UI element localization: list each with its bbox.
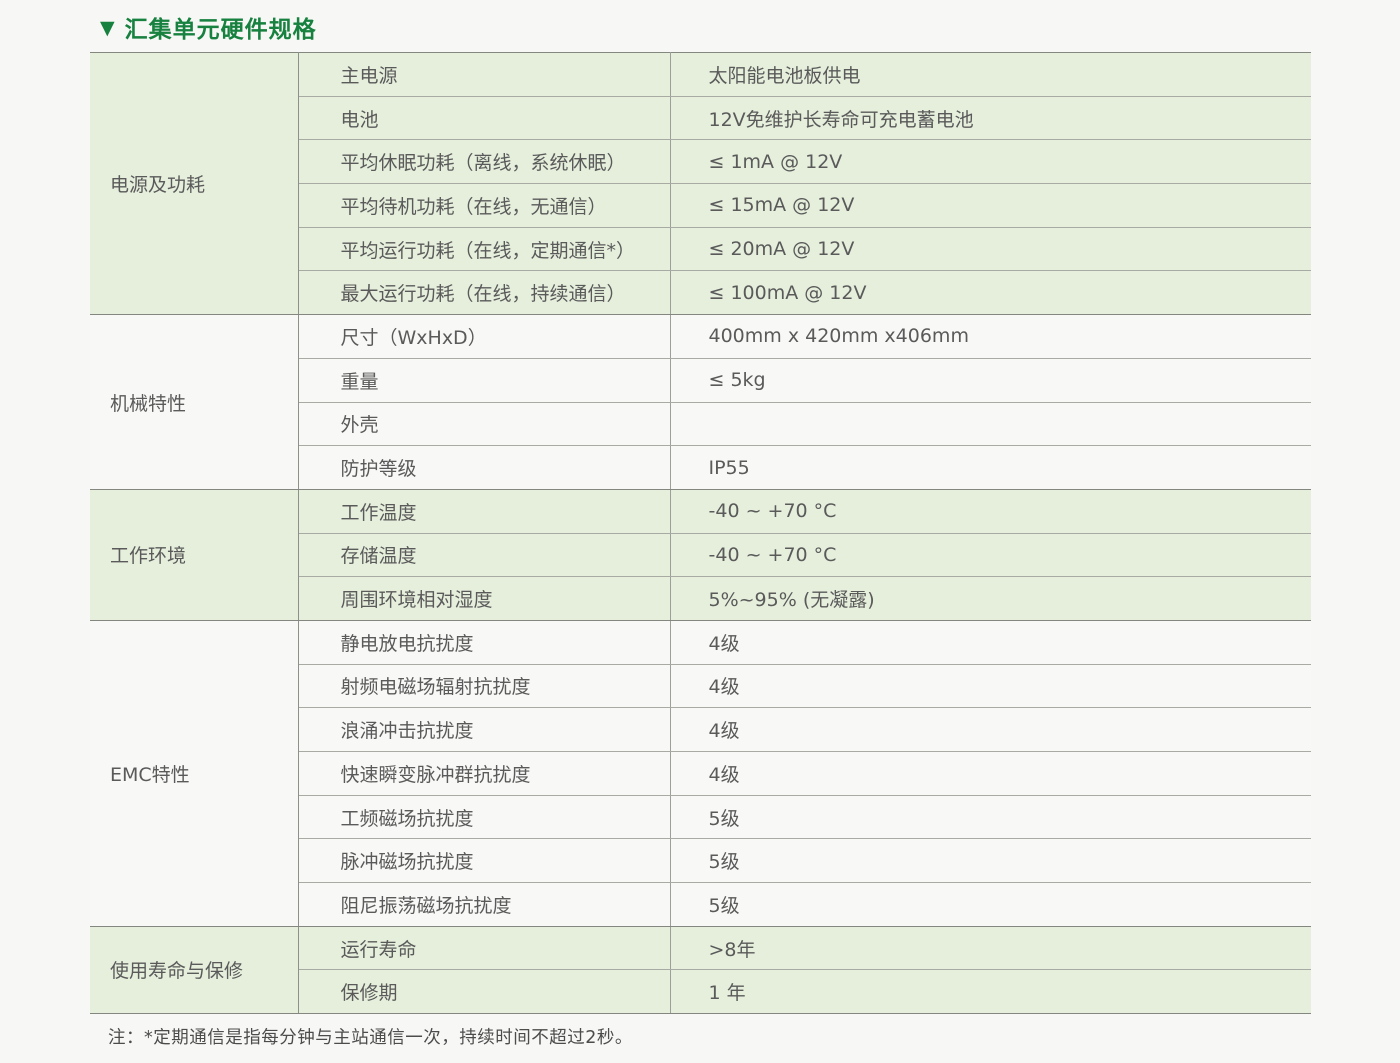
- category-cell: EMC特性: [90, 620, 299, 927]
- spec-table: 电源及功耗 主电源 太阳能电池板供电 电池 12V免维护长寿命可充电蓄电池 平均休眠功耗（…: [90, 52, 1311, 1015]
- table-row: 电池 12V免维护长寿命可充电蓄电池: [90, 96, 1311, 141]
- param-cell: 防护等级: [298, 445, 671, 490]
- page-title-text: 汇集单元硬件规格: [124, 17, 317, 43]
- param-cell: 电池: [298, 96, 671, 141]
- table-row: 机械特性 尺寸（WxHxD） 400mm x 420mm x406mm: [90, 314, 1311, 490]
- value-cell: 4级: [670, 707, 1311, 752]
- value-cell: >8年: [670, 926, 1311, 971]
- table-row: 保修期 1 年: [90, 969, 1311, 1015]
- value-cell: -40 ~ +70 °C: [670, 533, 1311, 578]
- value-cell: ≤ 100mA @ 12V: [670, 270, 1311, 316]
- param-cell: 最大运行功耗（在线，持续通信）: [298, 270, 671, 316]
- table-row: 平均休眠功耗（离线，系统休眠） ≤ 1mA @ 12V: [90, 139, 1311, 185]
- value-cell: ≤ 5kg: [670, 358, 1311, 403]
- table-row: 平均运行功耗（在线，定期通信*） ≤ 20mA @ 12V: [90, 227, 1311, 272]
- param-cell: 尺寸（WxHxD）: [298, 314, 671, 359]
- value-cell: 12V免维护长寿命可充电蓄电池: [670, 96, 1311, 141]
- param-cell: 存储温度: [298, 533, 671, 578]
- category-cell: 电源及功耗: [90, 52, 299, 316]
- table-row: 工作环境 工作温度 -40 ~ +70 °C: [90, 489, 1311, 621]
- triangle-down-icon: ▼: [100, 16, 115, 39]
- value-cell: 4级: [670, 620, 1311, 665]
- param-cell: 静电放电抗扰度: [298, 620, 671, 665]
- value-cell: ≤ 1mA @ 12V: [670, 139, 1311, 185]
- value-cell: 5%~95% (无凝露): [670, 576, 1311, 621]
- table-row: 浪涌冲击抗扰度 4级: [90, 707, 1311, 752]
- param-cell: 阻尼振荡磁场抗扰度: [298, 882, 671, 927]
- param-cell: 主电源: [298, 52, 671, 97]
- param-cell: 周围环境相对湿度: [298, 576, 671, 621]
- value-cell: IP55: [670, 445, 1311, 490]
- table-row: 平均待机功耗（在线，无通信） ≤ 15mA @ 12V: [90, 183, 1311, 228]
- table-row: EMC特性 静电放电抗扰度 4级: [90, 620, 1311, 927]
- table-row: 最大运行功耗（在线，持续通信） ≤ 100mA @ 12V: [90, 270, 1311, 316]
- param-cell: 脉冲磁场抗扰度: [298, 838, 671, 884]
- param-cell: 保修期: [298, 969, 671, 1015]
- param-cell: 工作温度: [298, 489, 671, 534]
- param-cell: 重量: [298, 358, 671, 403]
- value-cell: 5级: [670, 838, 1311, 884]
- param-cell: 平均待机功耗（在线，无通信）: [298, 183, 671, 228]
- param-cell: 射频电磁场辐射抗扰度: [298, 664, 671, 709]
- param-cell: 平均休眠功耗（离线，系统休眠）: [298, 139, 671, 185]
- category-cell: 工作环境: [90, 489, 299, 621]
- table-row: 重量 ≤ 5kg: [90, 358, 1311, 403]
- param-cell: 浪涌冲击抗扰度: [298, 707, 671, 752]
- table-row: 快速瞬变脉冲群抗扰度 4级: [90, 751, 1311, 796]
- value-cell: ≤ 15mA @ 12V: [670, 183, 1311, 228]
- table-row: 射频电磁场辐射抗扰度 4级: [90, 664, 1311, 709]
- value-cell: 1 年: [670, 969, 1311, 1015]
- table-row: 周围环境相对湿度 5%~95% (无凝露): [90, 576, 1311, 621]
- table-row: 电源及功耗 主电源 太阳能电池板供电: [90, 52, 1311, 316]
- param-cell: 运行寿命: [298, 926, 671, 971]
- param-cell: 快速瞬变脉冲群抗扰度: [298, 751, 671, 796]
- spec-table-body: 电源及功耗 主电源 太阳能电池板供电 电池 12V免维护长寿命可充电蓄电池 平均休眠功耗（…: [90, 52, 1311, 1015]
- value-cell: [670, 402, 1311, 447]
- value-cell: 400mm x 420mm x406mm: [670, 314, 1311, 359]
- table-row: 外壳: [90, 402, 1311, 447]
- table-row: 防护等级 IP55: [90, 445, 1311, 490]
- value-cell: -40 ~ +70 °C: [670, 489, 1311, 534]
- value-cell: 4级: [670, 664, 1311, 709]
- param-cell: 工频磁场抗扰度: [298, 795, 671, 840]
- category-cell: 机械特性: [90, 314, 299, 490]
- value-cell: 5级: [670, 882, 1311, 927]
- value-cell: ≤ 20mA @ 12V: [670, 227, 1311, 272]
- param-cell: 平均运行功耗（在线，定期通信*）: [298, 227, 671, 272]
- category-cell: 使用寿命与保修: [90, 926, 299, 1015]
- value-cell: 太阳能电池板供电: [670, 52, 1311, 97]
- page-title: ▼ 汇集单元硬件规格: [100, 10, 317, 44]
- table-row: 阻尼振荡磁场抗扰度 5级: [90, 882, 1311, 927]
- table-row: 工频磁场抗扰度 5级: [90, 795, 1311, 840]
- value-cell: 5级: [670, 795, 1311, 840]
- param-cell: 外壳: [298, 402, 671, 447]
- value-cell: 4级: [670, 751, 1311, 796]
- table-row: 使用寿命与保修 运行寿命 >8年: [90, 926, 1311, 1015]
- table-row: 存储温度 -40 ~ +70 °C: [90, 533, 1311, 578]
- table-row: 脉冲磁场抗扰度 5级: [90, 838, 1311, 884]
- footnote: 注：*定期通信是指每分钟与主站通信一次，持续时间不超过2秒。: [108, 1028, 633, 1048]
